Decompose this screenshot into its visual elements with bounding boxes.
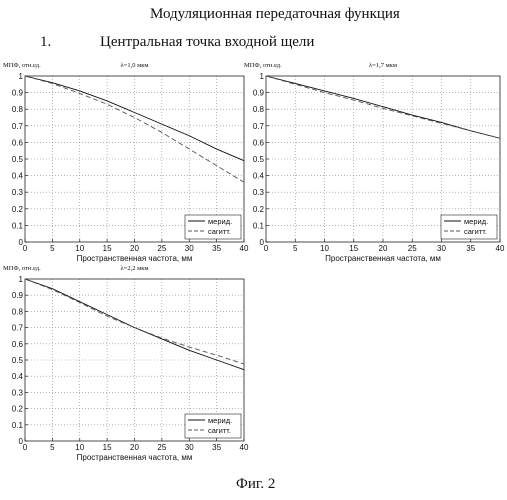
x-tick-label: 10 [75,443,84,452]
y-tick-label: 0.7 [253,122,265,131]
y-tick-label: 0.7 [12,324,24,333]
y-tick-label: 0.1 [12,421,24,430]
y-tick-label: 0.4 [12,172,24,181]
y-axis-label: МПФ, отн.ед. [3,62,41,69]
y-axis-label: МПФ, отн.ед. [244,62,282,69]
x-tick-label: 20 [379,244,388,253]
mtf-chart-3: 0 5 10 15 20 25 30 35 40 0 0.1 0.2 0.3 0.4 0.5 0.6 0.7 0.… [3,265,249,462]
x-axis-label: Пространственная частота, мм [77,453,193,462]
x-tick-label: 0 [264,244,269,253]
x-tick-label: 30 [185,244,194,253]
x-tick-label: 30 [185,443,194,452]
figure-caption: Фиг. 2 [236,476,275,493]
x-tick-label: 25 [157,443,166,452]
legend-label: мерид. [208,217,232,226]
legend: мерид.сагитт. [185,215,241,239]
y-tick-label: 0.3 [253,188,265,197]
legend-label: мерид. [464,217,488,226]
x-tick-label: 20 [130,244,139,253]
x-tick-label: 0 [23,443,28,452]
x-tick-label: 40 [240,244,249,253]
chart-title: λ=1,7 мкм [369,62,397,69]
x-tick-label: 15 [103,443,112,452]
y-tick-label: 0.1 [253,221,265,230]
y-tick-label: 0.3 [12,188,24,197]
x-tick-label: 5 [293,244,298,253]
x-tick-label: 25 [408,244,417,253]
y-tick-label: 0.8 [12,105,24,114]
x-axis-label: Пространственная частота, мм [77,254,193,263]
legend-label: сагитт. [208,426,231,435]
x-tick-label: 40 [240,443,249,452]
y-tick-label: 0.8 [12,307,24,316]
chart-title: λ=2,2 мкм [121,265,149,272]
y-tick-label: 0.2 [12,405,24,414]
mtf-chart-2: 0 5 10 15 20 25 30 35 40 0 0.1 0.2 0.3 0.4 0.5 0.6 0.7 0.… [244,62,505,263]
y-tick-label: 0.2 [253,205,265,214]
x-tick-label: 10 [75,244,84,253]
mtf-chart-1: 0 5 10 15 20 25 30 35 40 0 0.1 0.2 0.3 0.4 0.5 0.6 0.7 0.… [3,62,249,263]
y-tick-label: 0.9 [12,291,24,300]
y-tick-label: 0.6 [253,138,265,147]
chart-title: λ=1,0 мкм [121,62,149,69]
y-tick-label: 1 [19,275,24,284]
x-tick-label: 20 [130,443,139,452]
x-tick-label: 10 [320,244,329,253]
x-tick-label: 0 [23,244,28,253]
x-tick-label: 35 [212,244,221,253]
x-tick-label: 30 [437,244,446,253]
y-axis-label: МПФ, отн.ед. [3,265,41,272]
x-tick-label: 35 [466,244,475,253]
y-tick-label: 0.8 [253,105,265,114]
x-tick-label: 5 [50,443,55,452]
y-tick-label: 0.2 [12,205,24,214]
legend-label: сагитт. [208,227,231,236]
y-tick-label: 0.9 [253,89,265,98]
legend-label: сагитт. [464,227,487,236]
y-tick-label: 0 [19,238,24,247]
y-tick-label: 0.4 [253,172,265,181]
y-tick-label: 0 [260,238,265,247]
x-tick-label: 15 [103,244,112,253]
x-axis-label: Пространственная частота, мм [325,254,441,263]
y-tick-label: 0 [19,437,24,446]
y-tick-label: 1 [260,72,265,81]
y-tick-label: 0.6 [12,138,24,147]
legend-label: мерид. [208,416,232,425]
y-tick-label: 0.3 [12,388,24,397]
x-tick-label: 5 [50,244,55,253]
legend: мерид.сагитт. [441,215,497,239]
y-tick-label: 0.4 [12,372,24,381]
x-tick-label: 25 [157,244,166,253]
y-tick-label: 0.5 [12,356,24,365]
y-tick-label: 0.7 [12,122,24,131]
y-tick-label: 0.1 [12,221,24,230]
x-tick-label: 40 [496,244,505,253]
legend: мерид.сагитт. [185,414,241,438]
y-tick-label: 0.9 [12,89,24,98]
y-tick-label: 0.5 [253,155,265,164]
y-tick-label: 0.6 [12,340,24,349]
y-tick-label: 0.5 [12,155,24,164]
x-tick-label: 35 [212,443,221,452]
y-tick-label: 1 [19,72,24,81]
x-tick-label: 15 [349,244,358,253]
